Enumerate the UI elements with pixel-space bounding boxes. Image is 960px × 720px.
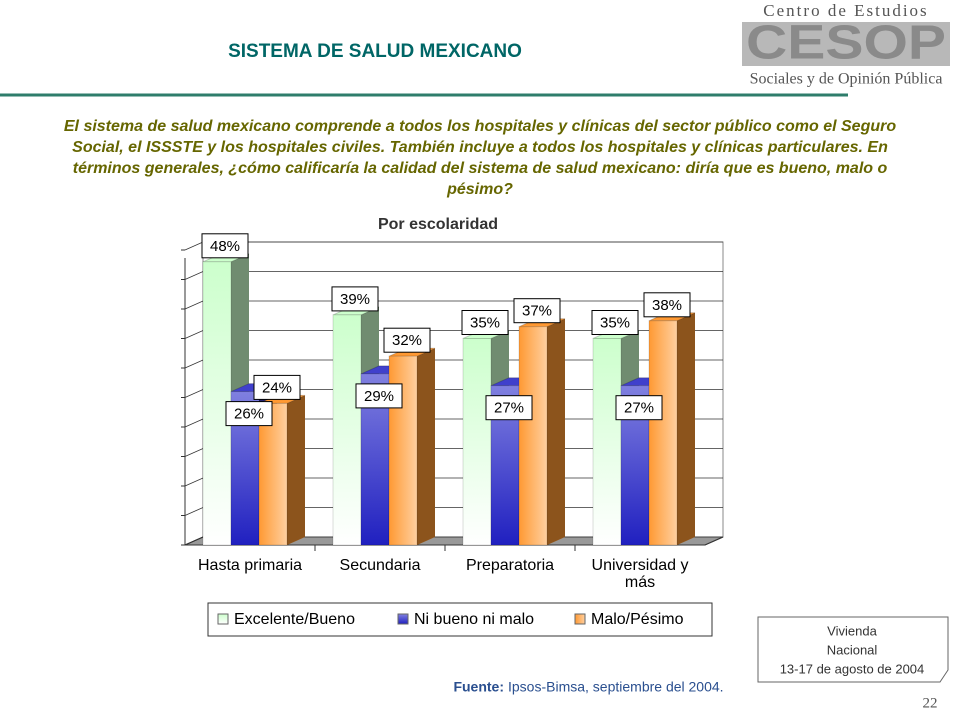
source-label: Fuente: [453,679,504,695]
value-label-box [225,401,273,427]
legend-swatch [217,613,229,625]
value-label-box [383,327,431,353]
value-label-box [513,298,561,324]
value-label: 32% [392,332,422,349]
value-label: 35% [470,314,500,331]
logo-top: Centro de Estudios [763,1,928,20]
value-label: 26% [234,406,264,423]
bar-front [648,320,678,546]
survey-note-box [757,616,949,683]
logo-mark: CESOP [746,17,946,70]
value-label-box [643,292,691,318]
page-number: 22 [923,695,938,711]
value-label: 27% [494,400,524,417]
survey-note: Nacional [827,642,878,657]
value-label-box [591,310,639,335]
value-label-box [461,310,509,335]
logo-background [742,22,950,66]
bar-side-shade [547,318,565,545]
bar [388,347,436,546]
legend-label: Excelente/Bueno [234,611,355,628]
legend-label: Malo/Pésimo [591,611,684,628]
bar-side [547,318,565,545]
value-label-box [485,395,533,421]
legend-label: Ni bueno ni malo [414,611,534,628]
chart-title: Por escolaridad [378,216,498,233]
legend-box [207,602,713,637]
x-tick-label: Secundaria [339,557,421,574]
value-label-box [253,374,301,400]
bar-front [332,314,362,546]
bar-side [677,312,695,545]
bar-front [592,338,622,546]
value-label-box [355,383,403,409]
x-tick-label: Hasta primaria [197,557,303,574]
bar-side [417,348,435,545]
value-label: 27% [624,400,654,417]
bar-front [518,326,548,546]
survey-note: Vivienda [827,623,877,638]
value-label: 37% [522,303,552,320]
value-label: 39% [340,291,370,308]
legend-swatch [574,613,586,625]
value-label-box [331,286,379,312]
legend-swatch [397,613,409,625]
bar-side-shade [287,395,305,545]
x-tick-label: Preparatoria [465,557,555,574]
bar-front [462,338,492,546]
x-tick-label: Universidad y más [591,557,689,591]
bar-side-shade [417,348,435,545]
value-label-box [615,395,663,421]
bar [518,318,566,546]
value-label: 48% [210,238,240,255]
value-label: 38% [652,297,682,314]
logo-bottom: Sociales y de Opinión Pública [750,71,943,88]
source-text: Ipsos-Bimsa, septiembre del 2004. [508,679,724,695]
slide-title: SISTEMA DE SALUD MEXICANO [228,41,522,62]
bar-front [258,402,288,546]
value-label: 29% [364,388,394,405]
bar-side-shade [677,312,695,545]
question-text: El sistema de salud mexicano comprende a… [63,118,897,198]
value-label-box [201,233,249,259]
value-label: 24% [262,379,292,396]
bar [648,312,696,546]
survey-note: 13-17 de agosto de 2004 [780,661,925,676]
bar-side [287,395,305,545]
value-label: 35% [600,314,630,331]
